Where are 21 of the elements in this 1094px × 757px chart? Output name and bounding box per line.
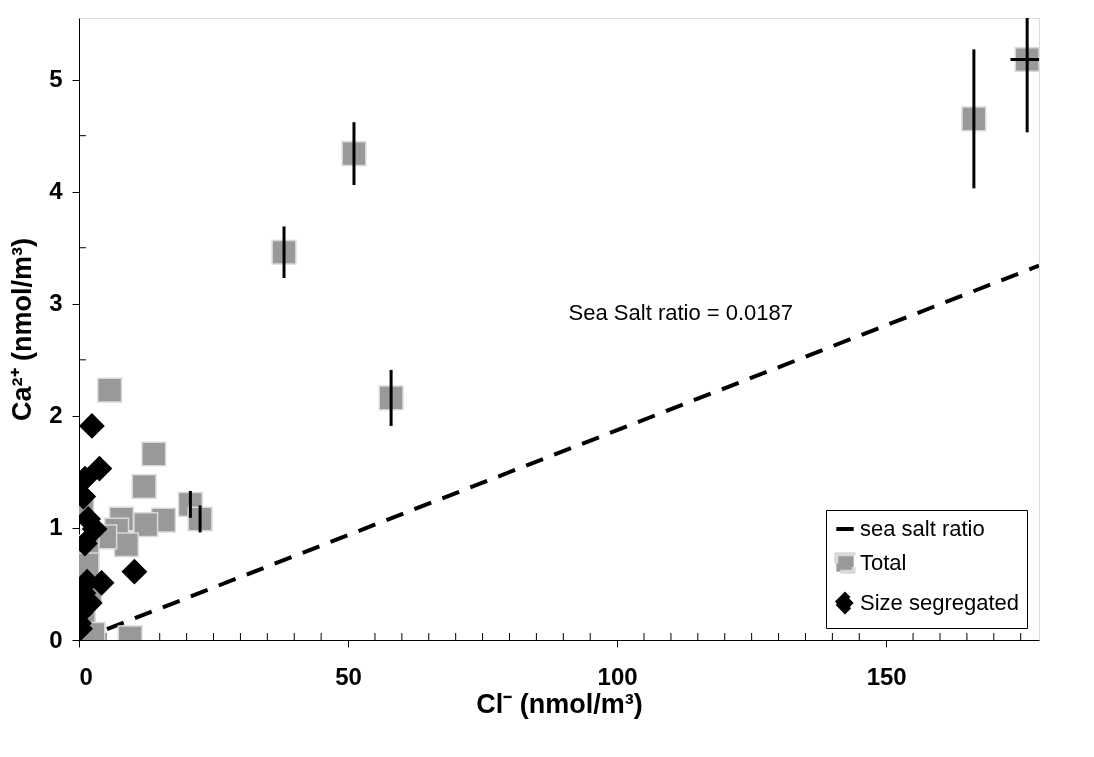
point — [131, 473, 157, 500]
point — [113, 532, 139, 558]
x-tick-label: 0 — [79, 662, 93, 690]
y-tick-label: 0 — [49, 625, 63, 653]
point — [133, 511, 159, 538]
y-tick-label: 2 — [49, 401, 63, 429]
y-axis-title: Ca²⁺ (nmol/m³) — [7, 238, 38, 421]
x-tick-label: 100 — [597, 662, 638, 690]
point — [141, 441, 167, 467]
legend-label: Total — [860, 550, 907, 575]
legend-label: Size segregated — [860, 590, 1019, 615]
y-tick-label: 4 — [49, 177, 64, 205]
y-tick-label: 1 — [49, 513, 63, 541]
legend-label: sea salt ratio — [860, 516, 985, 541]
x-axis-title: Cl⁻ (nmol/m³) — [476, 688, 643, 719]
annotation: Sea Salt ratio = 0.0187 — [568, 300, 794, 326]
x-tick-label: 50 — [335, 662, 362, 690]
y-tick-label: 3 — [49, 289, 63, 317]
point — [97, 377, 123, 403]
x-tick-label: 150 — [866, 662, 907, 690]
y-tick-label: 5 — [49, 65, 63, 93]
